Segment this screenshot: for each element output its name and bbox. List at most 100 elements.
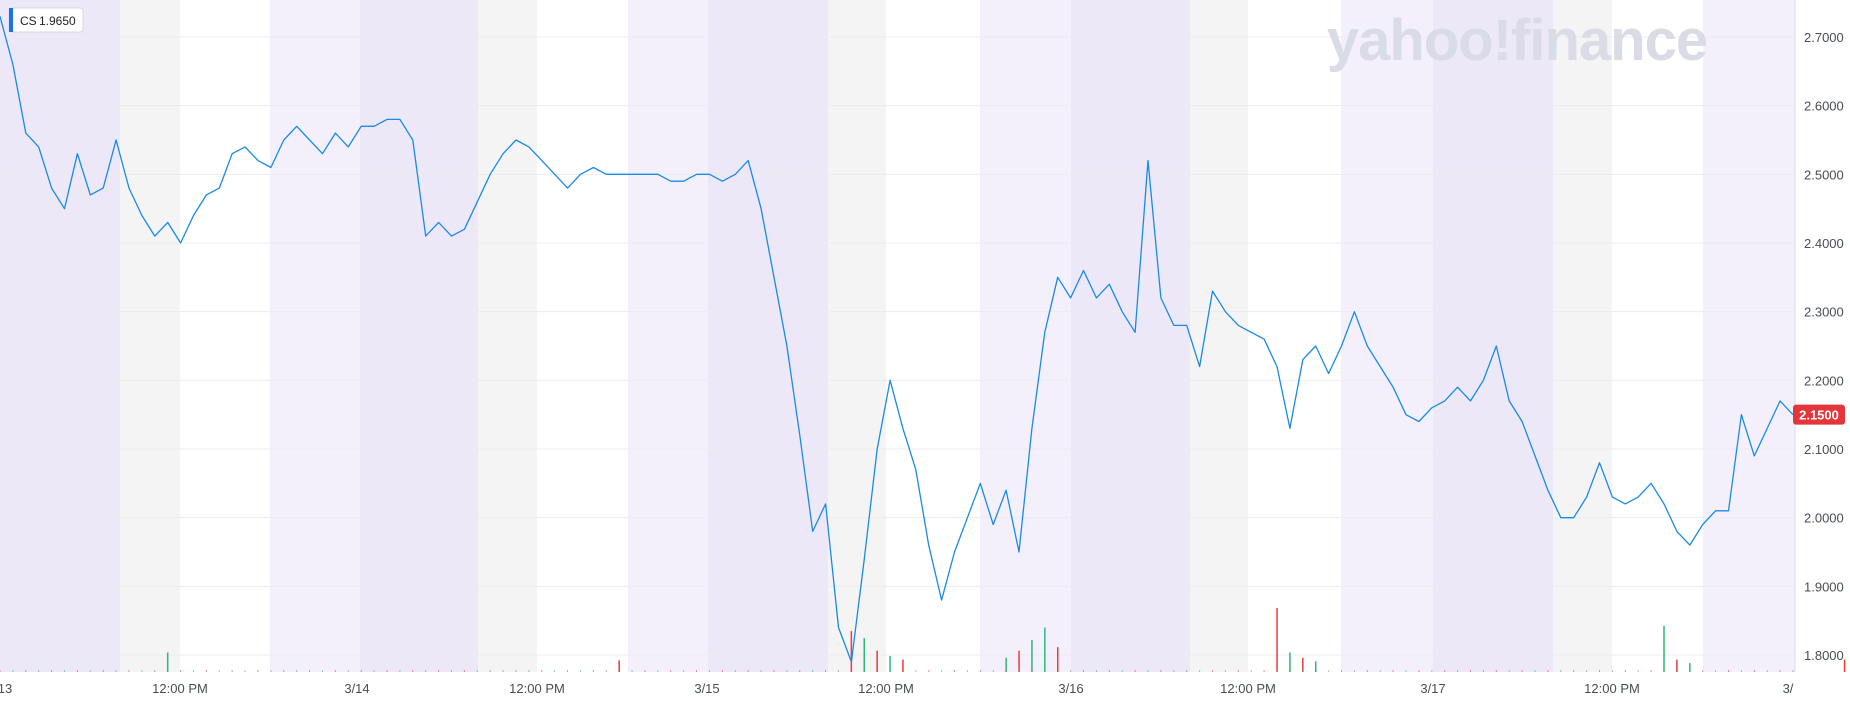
volume-bar xyxy=(1302,657,1304,672)
volume-tick xyxy=(644,670,646,672)
volume-tick xyxy=(721,670,723,672)
volume-tick xyxy=(515,670,517,672)
volume-tick xyxy=(231,670,233,672)
volume-bar xyxy=(1663,625,1665,672)
volume-tick xyxy=(502,670,504,672)
volume-tick xyxy=(1663,670,1665,672)
volume-tick xyxy=(1031,670,1033,672)
volume-bar xyxy=(889,656,891,672)
volume-tick xyxy=(773,670,775,672)
volume-tick xyxy=(489,670,491,672)
session-band xyxy=(120,0,180,672)
x-axis: 13 12:00 PM 3/14 12:00 PM 3/15 12:00 PM 3/16 12… xyxy=(0,681,1794,696)
volume-bar xyxy=(1289,652,1291,672)
volume-tick xyxy=(1353,670,1355,672)
price-series[interactable] xyxy=(0,16,1794,663)
session-band xyxy=(1553,0,1612,672)
volume-tick xyxy=(902,670,904,672)
volume-tick xyxy=(631,670,633,672)
volume-tick xyxy=(567,670,569,672)
x-tick-label: 12:00 PM xyxy=(1220,681,1276,696)
volume-tick xyxy=(747,670,749,672)
session-band xyxy=(1703,0,1795,672)
volume-tick xyxy=(1586,670,1588,672)
volume-tick xyxy=(992,670,994,672)
volume-tick xyxy=(463,670,465,672)
x-tick-label: 3/ xyxy=(1783,681,1794,696)
volume-tick xyxy=(450,670,452,672)
session-band xyxy=(360,0,478,672)
volume-tick xyxy=(618,670,620,672)
volume-tick xyxy=(1263,670,1265,672)
volume-bar xyxy=(1031,640,1033,672)
volume-tick xyxy=(696,670,698,672)
y-tick-label: 2.3000 xyxy=(1804,305,1844,320)
volume-tick xyxy=(1070,670,1072,672)
volume-tick xyxy=(683,670,685,672)
volume-bar xyxy=(618,660,620,672)
y-tick-label: 2.7000 xyxy=(1804,30,1844,45)
ticker-badge[interactable]: CS 1.9650 xyxy=(8,7,84,33)
volume-tick xyxy=(296,670,298,672)
ticker-value: 1.9650 xyxy=(39,14,76,28)
last-price-label: 2.1500 xyxy=(1799,408,1839,423)
volume-tick xyxy=(1379,670,1381,672)
session-band xyxy=(270,0,360,672)
volume-tick xyxy=(592,670,594,672)
volume-tick xyxy=(334,670,336,672)
volume-bars xyxy=(0,608,1846,672)
volume-tick xyxy=(1405,670,1407,672)
volume-tick xyxy=(1560,670,1562,672)
volume-tick xyxy=(309,670,311,672)
volume-tick xyxy=(1134,670,1136,672)
y-tick-label: 2.6000 xyxy=(1804,99,1844,114)
volume-tick xyxy=(1689,670,1691,672)
volume-tick xyxy=(1766,670,1768,672)
session-band xyxy=(1433,0,1553,672)
volume-tick xyxy=(1715,670,1717,672)
volume-tick xyxy=(425,670,427,672)
volume-tick xyxy=(799,670,801,672)
volume-tick xyxy=(579,670,581,672)
volume-tick xyxy=(1495,670,1497,672)
volume-bar xyxy=(902,659,904,672)
x-tick-label: 12:00 PM xyxy=(1584,681,1640,696)
volume-tick xyxy=(38,670,40,672)
yahoo-finance-watermark: yahoo!finance xyxy=(1327,8,1707,73)
y-tick-label: 1.9000 xyxy=(1804,579,1844,594)
volume-tick xyxy=(1366,670,1368,672)
session-band xyxy=(0,0,120,672)
volume-bar xyxy=(1843,659,1846,672)
volume-tick xyxy=(1624,670,1626,672)
volume-tick xyxy=(1457,670,1459,672)
volume-tick xyxy=(205,670,207,672)
volume-tick xyxy=(1328,670,1330,672)
volume-bar xyxy=(1018,650,1020,672)
volume-tick xyxy=(979,670,981,672)
gridlines xyxy=(0,36,1795,656)
volume-tick xyxy=(863,670,865,672)
x-tick-label: 12:00 PM xyxy=(152,681,208,696)
y-tick-label: 2.1000 xyxy=(1804,442,1844,457)
volume-tick xyxy=(876,670,878,672)
x-tick-label: 3/17 xyxy=(1420,681,1445,696)
volume-tick xyxy=(1108,670,1110,672)
volume-bar xyxy=(863,638,866,672)
volume-tick xyxy=(1083,670,1085,672)
volume-tick xyxy=(1341,670,1343,672)
volume-tick xyxy=(1676,670,1678,672)
volume-tick xyxy=(1186,670,1188,672)
volume-tick xyxy=(89,670,91,672)
volume-tick xyxy=(1740,670,1742,672)
volume-bar xyxy=(876,650,878,672)
volume-tick xyxy=(154,670,156,672)
volume-tick xyxy=(257,670,259,672)
volume-tick xyxy=(786,670,788,672)
volume-tick xyxy=(386,670,388,672)
volume-tick xyxy=(1611,670,1613,672)
last-price-tag-box xyxy=(1793,404,1845,425)
volume-tick xyxy=(1418,670,1420,672)
volume-tick xyxy=(954,670,956,672)
